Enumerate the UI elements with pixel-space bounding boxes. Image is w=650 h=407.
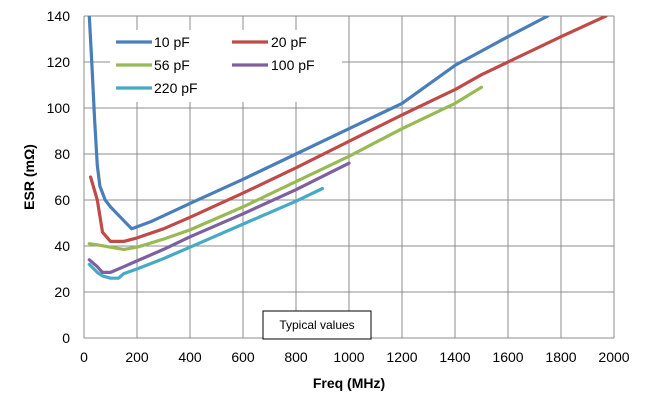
legend-label: 56 pF [154, 57, 190, 73]
legend-label: 20 pF [271, 34, 307, 50]
x-tick-label: 1400 [439, 349, 470, 365]
legend-label: 100 pF [271, 57, 315, 73]
x-tick-label: 1800 [545, 349, 576, 365]
x-tick-label: 1000 [333, 349, 364, 365]
x-tick-label: 400 [178, 349, 202, 365]
x-tick-label: 1200 [386, 349, 417, 365]
y-tick-label: 0 [62, 330, 70, 346]
series-lines [87, 16, 608, 280]
legend: 10 pF 20 pF 56 pF 100 pF 220 pF [110, 30, 342, 102]
legend-label: 10 pF [154, 34, 190, 50]
x-tick-label: 0 [80, 349, 88, 365]
y-tick-label: 20 [54, 284, 70, 300]
series-line-10-pf [87, 16, 550, 231]
legend-label: 220 pF [154, 80, 198, 96]
x-tick-label: 800 [284, 349, 308, 365]
annotation-text: Typical values [279, 318, 354, 332]
y-tick-label: 60 [54, 192, 70, 208]
y-axis-title: ESR (mΩ) [21, 144, 37, 210]
series-line-20-pf [88, 16, 608, 243]
series-line-100-pf [87, 161, 351, 274]
y-tick-label: 140 [47, 8, 71, 24]
x-tick-label: 1600 [492, 349, 523, 365]
x-tick-label: 600 [231, 349, 255, 365]
y-tick-label: 40 [54, 238, 70, 254]
series-line-220-pf [87, 186, 325, 280]
x-axis-title: Freq (MHz) [313, 375, 385, 391]
annotation-box [262, 310, 372, 340]
y-tick-label: 100 [47, 100, 71, 116]
annotation: Typical values [262, 310, 372, 340]
y-tick-label: 120 [47, 54, 71, 70]
x-tick-label: 200 [125, 349, 149, 365]
x-tick-label: 2000 [598, 349, 629, 365]
y-tick-label: 80 [54, 146, 70, 162]
series-line-56-pf [87, 85, 484, 251]
